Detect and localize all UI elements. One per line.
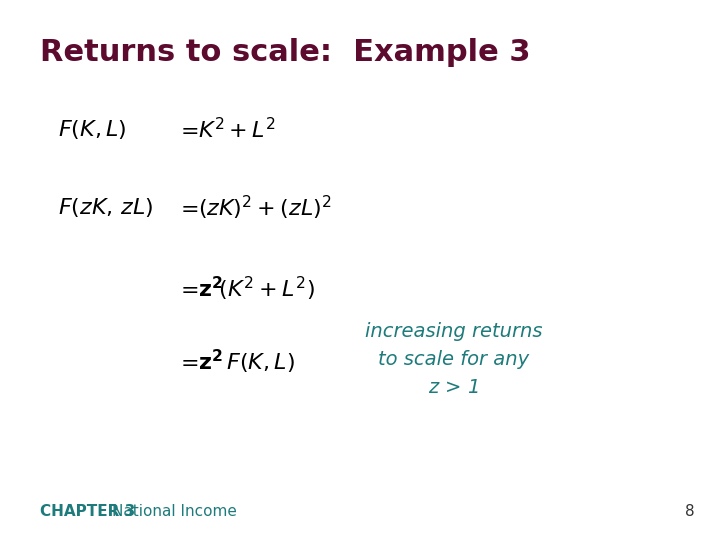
Text: $(z\mathit{K})^{2}+(z\mathit{L})^{2}$: $(z\mathit{K})^{2}+(z\mathit{L})^{2}$ [198,194,331,222]
Text: $=$: $=$ [176,279,199,299]
Text: CHAPTER 3: CHAPTER 3 [40,504,135,519]
Text: $\mathbf{z}^{\mathbf{2}}\,\mathit{F}(\mathit{K},\mathit{L})$: $\mathbf{z}^{\mathbf{2}}\,\mathit{F}(\ma… [198,348,294,376]
Text: National Income: National Income [112,504,236,519]
Text: $\mathit{K}^{2}+\mathit{L}^{2}$: $\mathit{K}^{2}+\mathit{L}^{2}$ [198,117,276,142]
Text: $\mathit{F}(\mathit{K},\mathit{L})$: $\mathit{F}(\mathit{K},\mathit{L})$ [58,118,126,141]
Text: increasing returns
to scale for any
$\mathit{z}$ > 1: increasing returns to scale for any $\ma… [365,322,542,396]
Text: $\mathbf{z}^{\mathbf{2}}\!\left(\mathit{K}^{2}+\mathit{L}^{2}\right)$: $\mathbf{z}^{\mathbf{2}}\!\left(\mathit{… [198,275,315,303]
Text: $\mathit{F}(z\mathit{K},\,z\mathit{L})$: $\mathit{F}(z\mathit{K},\,z\mathit{L})$ [58,197,153,219]
Text: Returns to scale:  Example 3: Returns to scale: Example 3 [40,38,530,67]
Text: $=$: $=$ [176,352,199,372]
Text: $=$: $=$ [176,119,199,140]
Text: $=$: $=$ [176,198,199,218]
Text: 8: 8 [685,504,695,519]
